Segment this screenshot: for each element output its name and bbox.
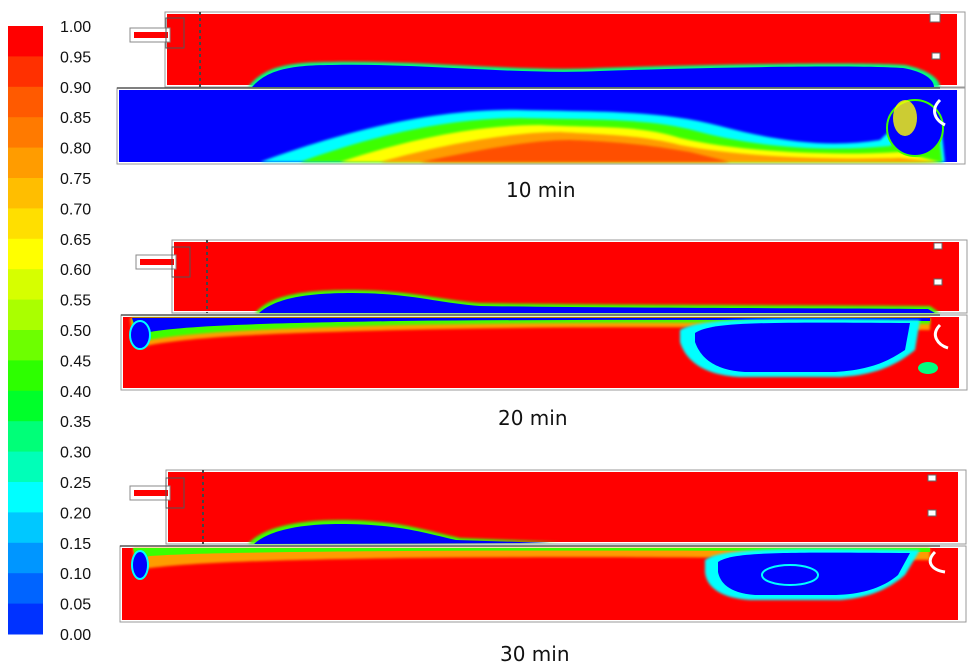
color-legend: 1.00 0.95 0.90 0.85 0.80 0.75 0.70 0.65 0.60 0.55…	[8, 19, 91, 644]
legend-swatches	[8, 26, 43, 635]
legend-tick-label: 0.85	[60, 110, 91, 127]
legend-swatch	[8, 390, 43, 422]
inlet-pipe	[129, 12, 201, 87]
legend-tick-label: 0.70	[60, 201, 91, 218]
panel-10min	[116, 11, 966, 165]
legend-swatch	[8, 573, 43, 605]
panel-30min	[119, 469, 967, 623]
legend-swatch	[8, 86, 43, 118]
legend-swatch	[8, 603, 43, 635]
legend-tick-label: 1.00	[60, 19, 91, 36]
legend-swatch	[8, 360, 43, 392]
inlet-pipe	[129, 470, 204, 544]
legend-swatch	[8, 421, 43, 453]
legend-tick-label: 0.40	[60, 384, 91, 401]
legend-swatch	[8, 542, 43, 574]
legend-swatch	[8, 269, 43, 301]
legend-swatch	[8, 117, 43, 149]
legend-swatch	[8, 512, 43, 544]
legend-tick-label: 0.20	[60, 505, 91, 522]
inlet-pipe	[135, 240, 208, 313]
legend-tick-label: 0.10	[60, 566, 91, 583]
legend-tick-label: 0.60	[60, 262, 91, 279]
legend-tick-label: 0.35	[60, 414, 91, 431]
legend-tick-label: 0.80	[60, 141, 91, 158]
legend-swatch	[8, 330, 43, 361]
legend-swatch	[8, 299, 43, 331]
caption-20min: 20 min	[498, 406, 568, 430]
legend-tick-label: 0.95	[60, 49, 91, 66]
legend-swatch	[8, 208, 43, 240]
legend-tick-label: 0.15	[60, 536, 91, 553]
legend-tick-label: 0.05	[60, 597, 91, 614]
legend-tick-label: 0.30	[60, 445, 91, 462]
legend-swatch	[8, 26, 43, 57]
legend-tick-label: 0.25	[60, 475, 91, 492]
panel-20min	[120, 239, 968, 391]
legend-swatch	[8, 238, 43, 270]
legend-swatch	[8, 56, 43, 88]
legend-tick-label: 0.55	[60, 293, 91, 310]
legend-swatch	[8, 451, 43, 483]
legend-labels: 1.00 0.95 0.90 0.85 0.80 0.75 0.70 0.65 0.60 0.55…	[60, 19, 91, 644]
legend-tick-label: 0.45	[60, 353, 91, 370]
legend-swatch	[8, 147, 43, 179]
legend-tick-label: 0.00	[60, 627, 91, 644]
legend-swatch	[8, 482, 43, 513]
legend-swatch	[8, 178, 43, 209]
legend-tick-label: 0.65	[60, 232, 91, 249]
legend-tick-label: 0.90	[60, 80, 91, 97]
caption-30min: 30 min	[500, 642, 570, 666]
legend-tick-label: 0.50	[60, 323, 91, 340]
caption-10min: 10 min	[506, 178, 576, 202]
legend-tick-label: 0.75	[60, 171, 91, 188]
